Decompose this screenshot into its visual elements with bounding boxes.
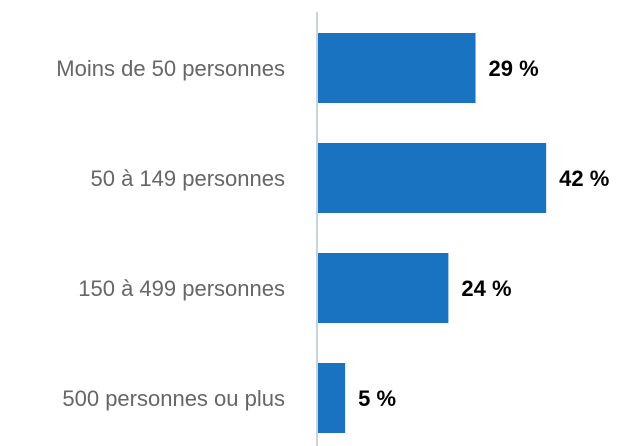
category-label: Moins de 50 personnes [56, 56, 285, 81]
value-label: 24 % [461, 276, 511, 301]
category-label: 50 à 149 personnes [91, 166, 286, 191]
bar [318, 33, 476, 103]
value-label: 42 % [559, 166, 609, 191]
bar [318, 253, 449, 323]
category-label: 500 personnes ou plus [62, 386, 285, 411]
value-label: 5 % [358, 386, 396, 411]
category-label: 150 à 499 personnes [78, 276, 285, 301]
bar [318, 363, 346, 433]
bar [318, 143, 547, 213]
value-label: 29 % [489, 56, 539, 81]
